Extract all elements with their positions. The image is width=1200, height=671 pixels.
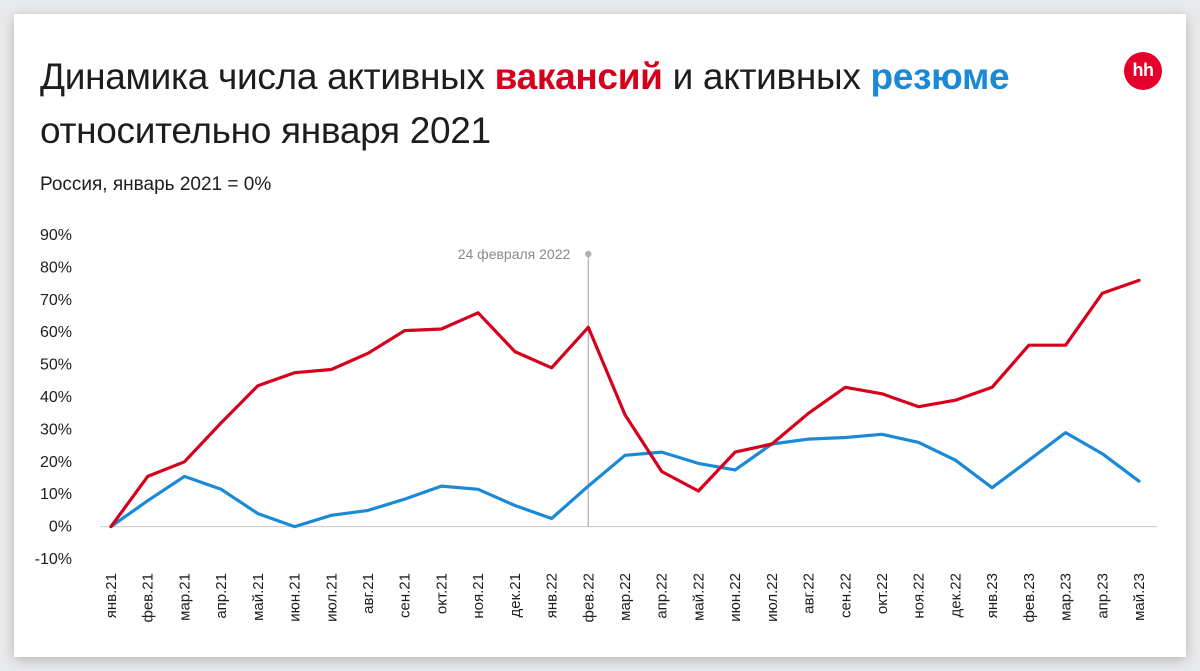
- x-tick-label: янв.21: [103, 573, 120, 618]
- title-vacancies: вакансий: [494, 56, 663, 97]
- x-tick-label: авг.22: [801, 573, 818, 614]
- y-tick-label: 20%: [40, 454, 72, 471]
- x-tick-label: фев.23: [1021, 573, 1038, 623]
- annotation-dot: [585, 250, 592, 258]
- y-tick-label: 70%: [40, 292, 72, 309]
- x-tick-label: мар.22: [617, 573, 634, 621]
- y-tick-label: 50%: [40, 357, 72, 374]
- x-tick-label: июн.21: [287, 573, 304, 622]
- x-tick-label: май.21: [250, 573, 267, 621]
- y-tick-label: 80%: [40, 259, 72, 276]
- chart-card: Динамика числа активных вакансий и актив…: [14, 14, 1186, 657]
- x-tick-label: фев.22: [580, 573, 597, 623]
- x-tick-label: июл.21: [323, 573, 340, 622]
- x-tick-label: окт.21: [433, 573, 450, 614]
- annotation-label: 24 февраля 2022: [458, 246, 571, 262]
- y-tick-label: 40%: [40, 389, 72, 406]
- title-line2: относительно января 2021: [40, 110, 491, 151]
- y-tick-label: 60%: [40, 324, 72, 341]
- series-line-vacancies: [109, 278, 1141, 529]
- x-tick-label: сен.21: [397, 573, 414, 618]
- x-tick-label: июн.22: [727, 573, 744, 622]
- x-tick-label: ноя.22: [911, 573, 928, 619]
- y-axis: -10% 0% 10% 20% 30% 40% 50% 60% 70% 80% 90%: [35, 227, 1157, 568]
- x-tick-label: ноя.21: [470, 573, 487, 619]
- x-tick-label: фев.21: [140, 573, 157, 623]
- hh-logo: hh: [1124, 52, 1162, 90]
- x-tick-label: апр.21: [213, 573, 230, 619]
- x-tick-label: дек.22: [947, 573, 964, 618]
- x-tick-label: апр.22: [654, 573, 671, 619]
- y-tick-label: 30%: [40, 421, 72, 438]
- title-part1: Динамика числа активных: [40, 56, 495, 97]
- x-tick-label: мар.21: [176, 573, 193, 621]
- series-group: [109, 278, 1141, 529]
- x-axis: янв.21 фев.21 мар.21 апр.21 май.21 июн.21 июл.…: [103, 573, 1148, 623]
- series-line-resumes: [109, 431, 1141, 529]
- title-resumes: резюме: [870, 56, 1010, 97]
- x-tick-label: май.22: [690, 573, 707, 621]
- y-tick-label: 10%: [40, 486, 72, 503]
- x-tick-label: май.23: [1131, 573, 1148, 621]
- y-tick-label: 90%: [40, 227, 72, 244]
- annotation-group: 24 февраля 2022: [458, 246, 592, 527]
- x-tick-label: июл.22: [764, 573, 781, 622]
- x-tick-label: мар.23: [1058, 573, 1075, 621]
- chart-subtitle: Россия, январь 2021 = 0%: [40, 174, 272, 195]
- x-tick-label: янв.23: [984, 573, 1001, 618]
- y-tick-label: -10%: [35, 551, 72, 568]
- title-part2: и активных: [662, 56, 871, 97]
- x-tick-label: авг.21: [360, 573, 377, 614]
- chart-title: Динамика числа активных вакансий и актив…: [40, 50, 1080, 158]
- x-tick-label: апр.23: [1094, 573, 1111, 619]
- x-tick-label: сен.22: [837, 573, 854, 618]
- x-tick-label: дек.21: [507, 573, 524, 618]
- x-tick-label: окт.22: [874, 573, 891, 614]
- y-tick-label: 0%: [49, 519, 72, 536]
- x-tick-label: янв.22: [544, 573, 561, 618]
